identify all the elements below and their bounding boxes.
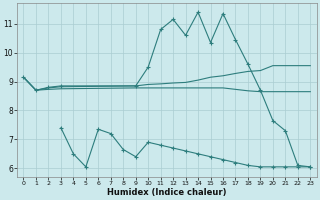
X-axis label: Humidex (Indice chaleur): Humidex (Indice chaleur)	[107, 188, 227, 197]
